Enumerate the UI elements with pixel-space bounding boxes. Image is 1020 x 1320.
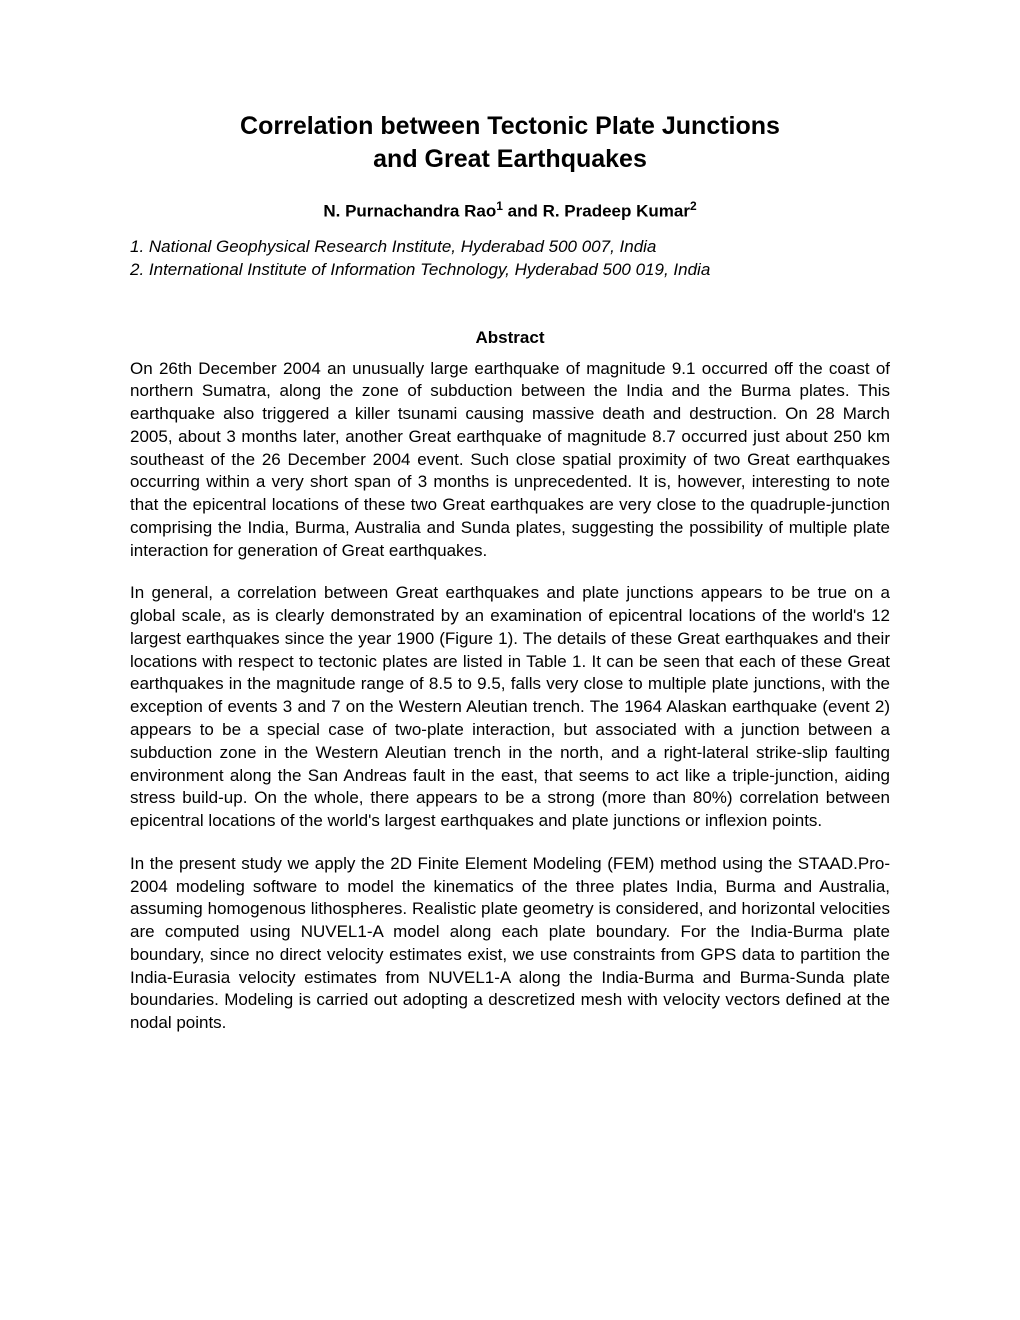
- author-2-sup: 2: [690, 199, 697, 213]
- abstract-paragraph-3: In the present study we apply the 2D Fin…: [130, 853, 890, 1035]
- title-line-2: and Great Earthquakes: [373, 145, 647, 173]
- author-2-name: R. Pradeep Kumar: [543, 202, 690, 221]
- affiliations-block: 1. National Geophysical Research Institu…: [130, 236, 890, 282]
- affiliation-2: 2. International Institute of Informatio…: [130, 259, 890, 282]
- affiliation-1: 1. National Geophysical Research Institu…: [130, 236, 890, 259]
- authors-connector: and: [503, 202, 543, 221]
- author-1-name: N. Purnachandra Rao: [323, 202, 496, 221]
- abstract-paragraph-1: On 26th December 2004 an unusually large…: [130, 358, 890, 563]
- paper-title: Correlation between Tectonic Plate Junct…: [130, 110, 890, 175]
- abstract-paragraph-2: In general, a correlation between Great …: [130, 582, 890, 832]
- authors-line: N. Purnachandra Rao1 and R. Pradeep Kuma…: [130, 199, 890, 222]
- title-line-1: Correlation between Tectonic Plate Junct…: [240, 112, 780, 140]
- author-1-sup: 1: [496, 199, 503, 213]
- abstract-heading: Abstract: [130, 328, 890, 348]
